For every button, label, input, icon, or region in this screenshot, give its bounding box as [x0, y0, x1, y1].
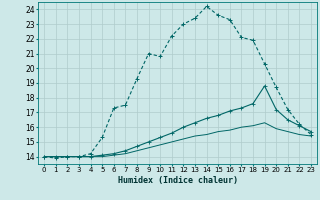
X-axis label: Humidex (Indice chaleur): Humidex (Indice chaleur)	[118, 176, 238, 185]
